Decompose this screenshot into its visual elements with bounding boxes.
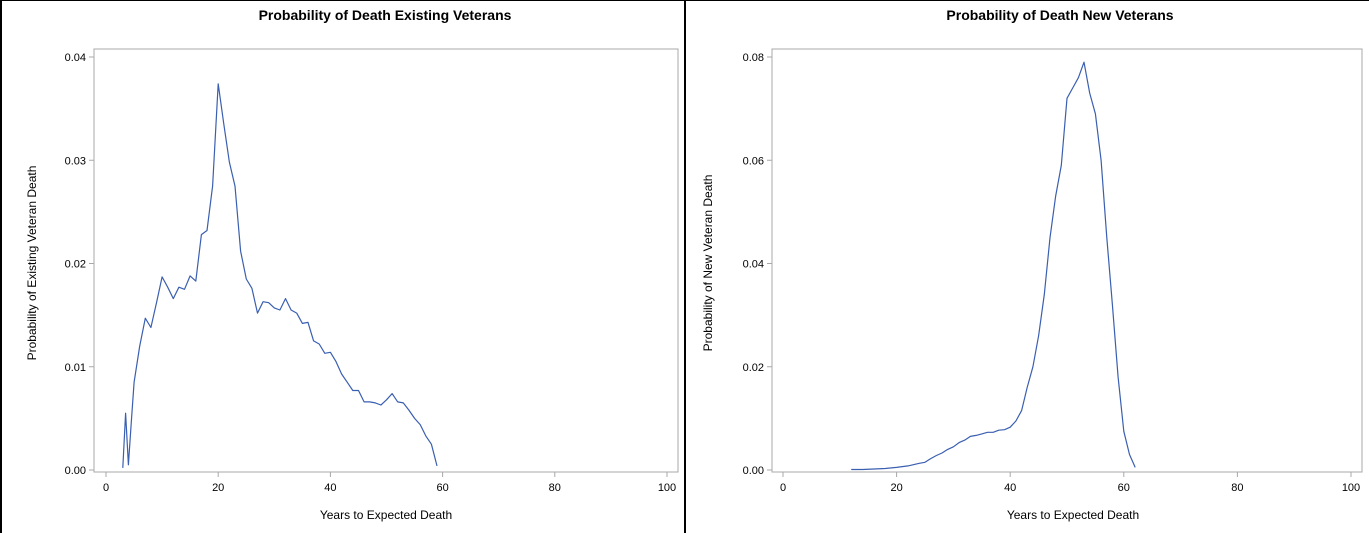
x-tick-label: 40 (324, 482, 336, 494)
series-line (851, 62, 1135, 469)
y-tick-label: 0.00 (65, 465, 86, 477)
y-tick-label: 0.02 (743, 362, 764, 374)
plot-frame (94, 49, 678, 472)
x-axis-label: Years to Expected Death (1007, 508, 1139, 522)
chart-new-veterans: Probability of Death New Veterans 0 20 40 6… (686, 1, 1369, 533)
x-tick-label: 60 (436, 482, 448, 494)
chart-title: Probability of Death Existing Veterans (259, 7, 512, 23)
x-tick-label: 0 (780, 482, 786, 494)
y-axis-label: Probability of New Veteran Death (701, 175, 715, 352)
plot-frame (772, 49, 1362, 472)
x-tick-label: 40 (1004, 482, 1016, 494)
chart-existing-veterans: Probability of Death Existing Veterans 0… (2, 1, 684, 533)
y-axis-label: Probability of Existing Veteran Death (25, 166, 39, 361)
y-tick-label: 0.00 (743, 465, 764, 477)
x-tick-label: 60 (1118, 482, 1130, 494)
chart-title: Probability of Death New Veterans (946, 7, 1173, 23)
x-tick-label: 80 (1231, 482, 1243, 494)
x-axis-label: Years to Expected Death (320, 508, 452, 522)
x-tick-label: 100 (658, 482, 676, 494)
x-tick-label: 100 (1342, 482, 1360, 494)
series-line (123, 84, 437, 468)
x-tick-label: 80 (549, 482, 561, 494)
y-tick-label: 0.01 (65, 362, 86, 374)
x-tick-label: 0 (103, 482, 109, 494)
y-tick-label: 0.02 (65, 259, 86, 271)
chart-panel-new: Probability of Death New Veterans 0 20 40 6… (684, 0, 1369, 533)
x-tick-label: 20 (212, 482, 224, 494)
x-tick-label: 20 (890, 482, 902, 494)
y-tick-label: 0.04 (65, 52, 86, 64)
y-tick-label: 0.06 (743, 155, 764, 167)
y-tick-label: 0.04 (743, 259, 764, 271)
y-tick-label: 0.03 (65, 155, 86, 167)
chart-panel-existing: Probability of Death Existing Veterans 0… (0, 0, 684, 533)
y-tick-label: 0.08 (743, 52, 764, 64)
